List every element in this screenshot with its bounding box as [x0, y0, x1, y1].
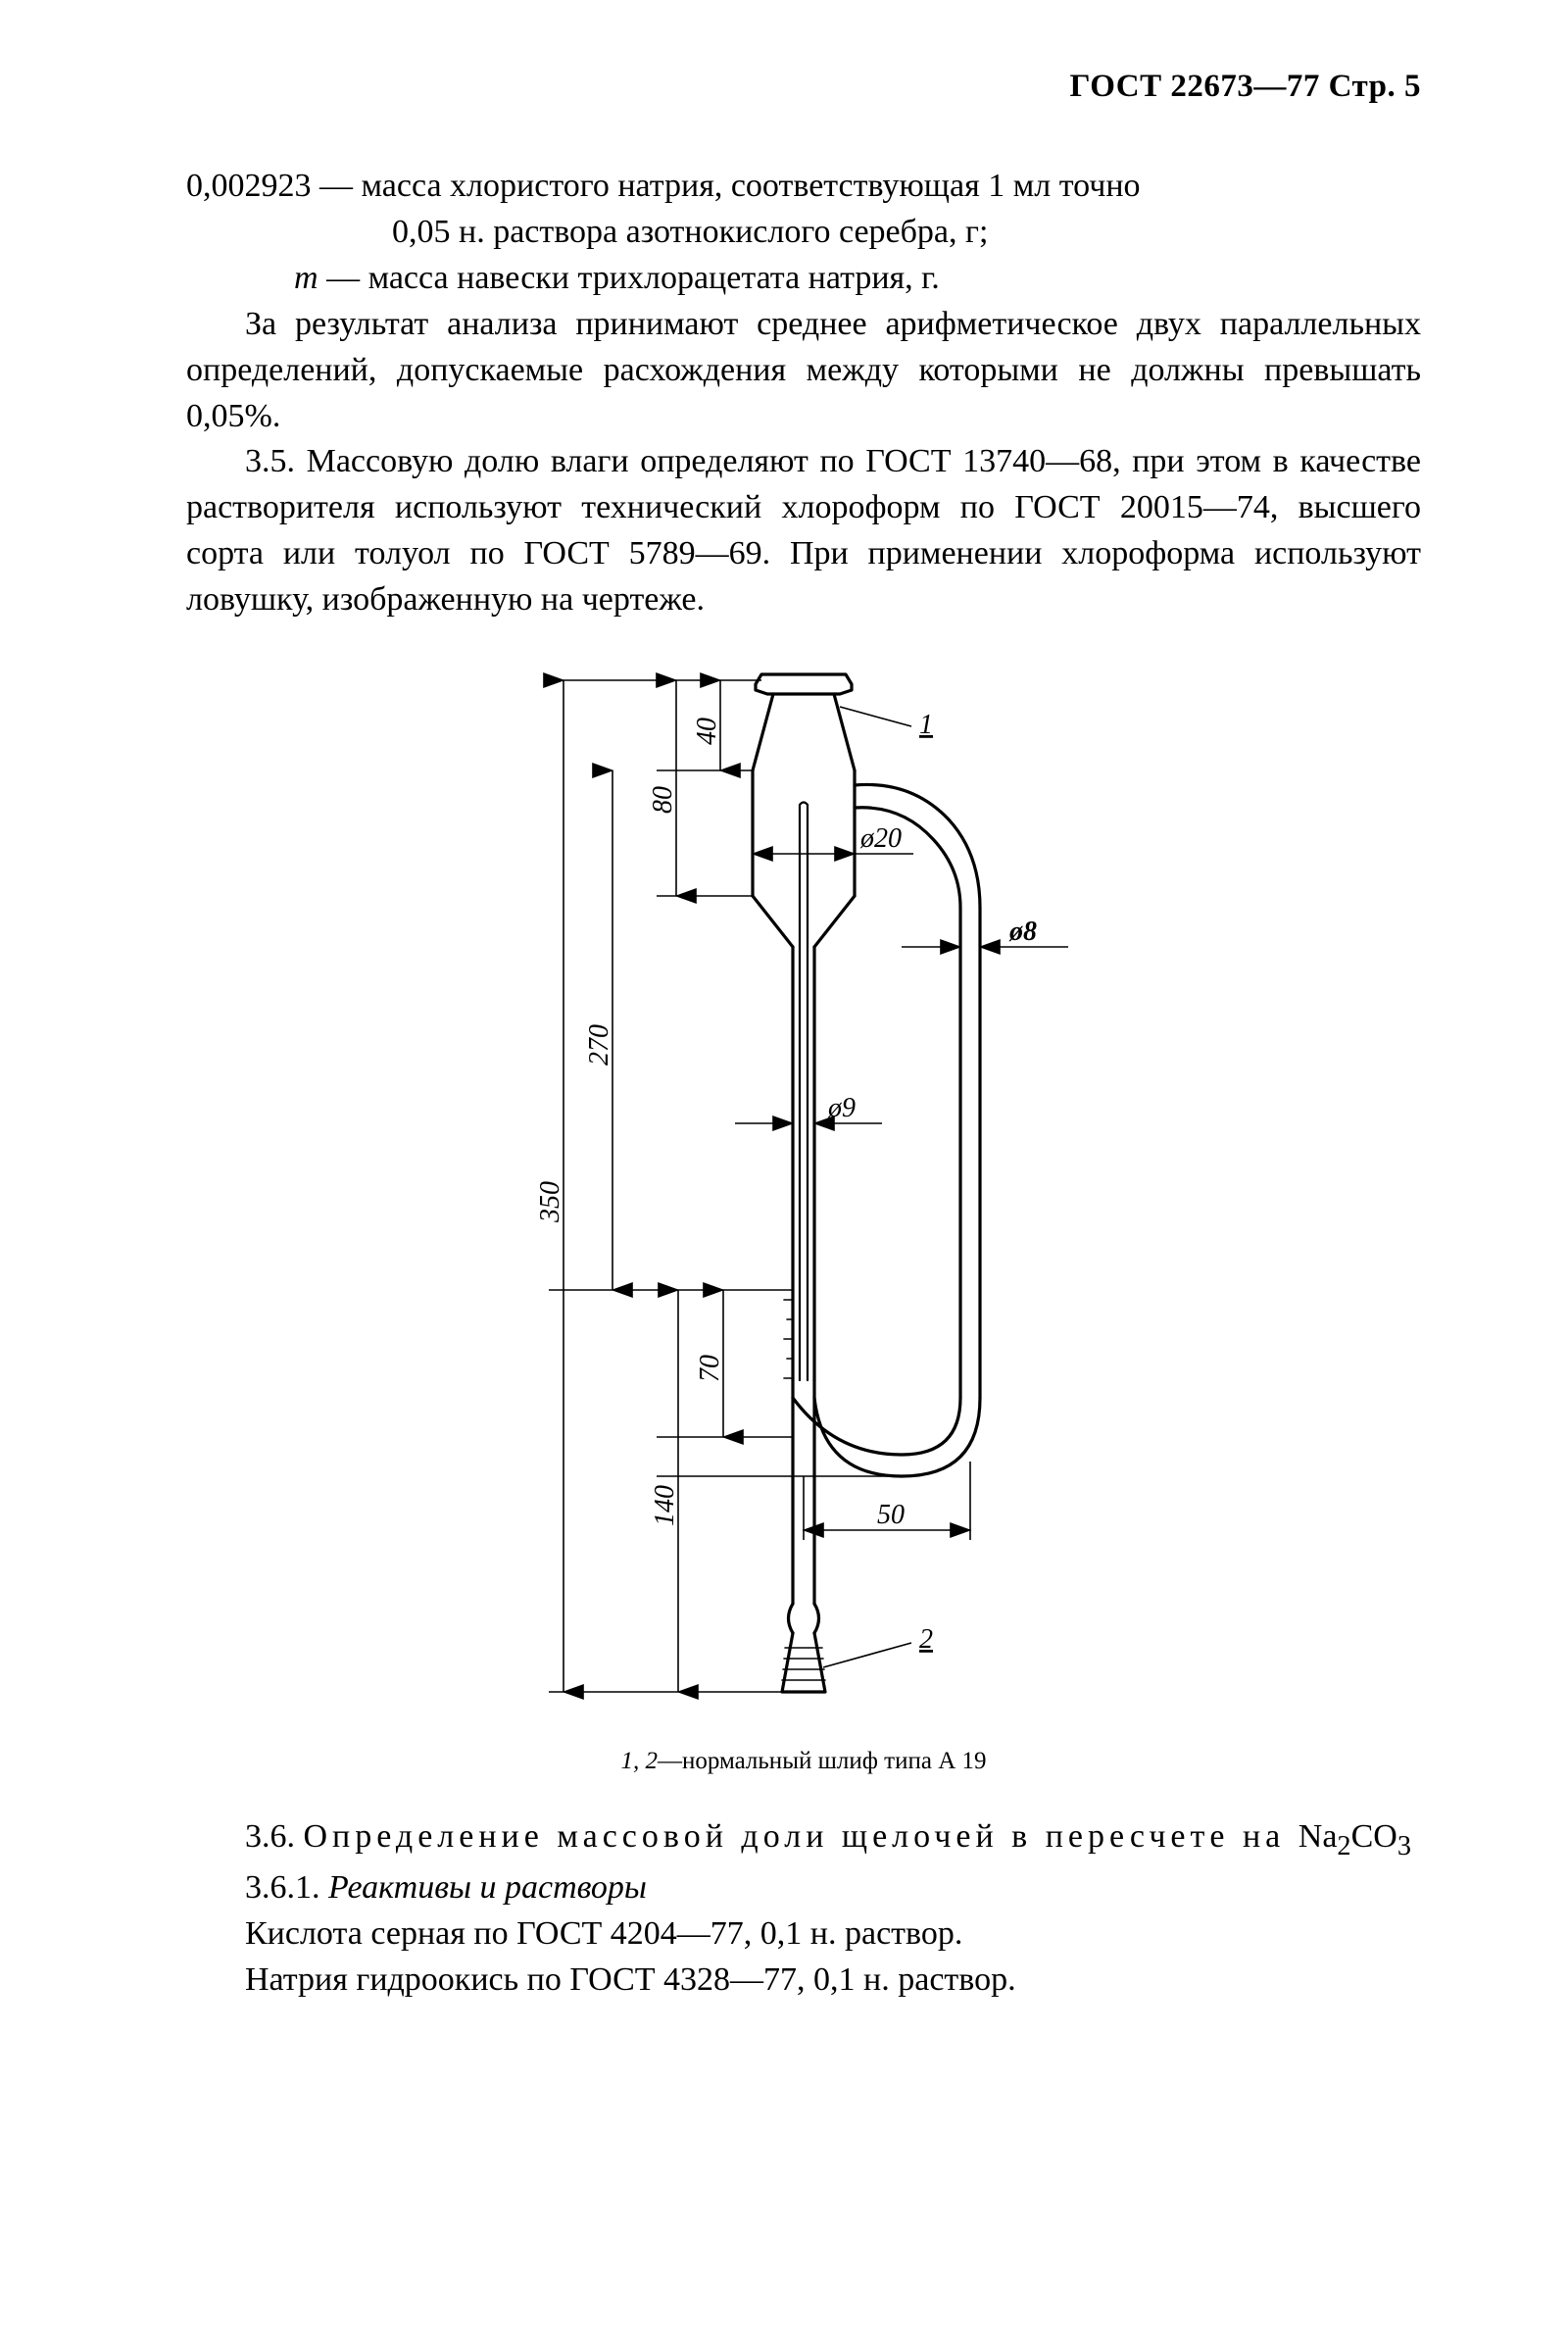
p36-co: CO: [1351, 1818, 1397, 1855]
dim-40: 40: [692, 718, 722, 745]
p36-sub3: 3: [1397, 1831, 1411, 1861]
def1-a: масса хлористого натрия, соответствующая…: [362, 168, 1141, 204]
dim-phi20: ø20: [859, 823, 902, 854]
dim-phi8: ø8: [1008, 917, 1037, 947]
dim-phi9: ø9: [827, 1093, 856, 1123]
dim-270: 270: [584, 1024, 614, 1066]
paragraph-result: За результат анализа принимают среднее а…: [186, 302, 1421, 440]
figure-caption: 1, 2—нормальный шлиф типа А 19: [490, 1748, 1117, 1775]
paragraph-3-6-1: 3.6.1. Реактивы и растворы: [186, 1865, 1421, 1911]
paragraph-acid: Кислота серная по ГОСТ 4204—77, 0,1 н. р…: [186, 1911, 1421, 1958]
dim-350: 350: [535, 1181, 565, 1223]
paragraph-3-6: 3.6. Определение массовой доли щелочей в…: [186, 1814, 1421, 1865]
definition-1-line1: 0,002923 — масса хлористого натрия, соот…: [186, 164, 1421, 210]
figure-block: 350 270 80 40 140 70 50 ø20 ø9 ø8 1 2 1,…: [490, 653, 1117, 1775]
dim-50: 50: [877, 1500, 905, 1530]
apparatus-diagram: 350 270 80 40 140 70 50 ø20 ø9 ø8 1 2: [490, 653, 1117, 1731]
p361-num: 3.6.1.: [245, 1869, 328, 1906]
dim-140: 140: [650, 1485, 680, 1526]
page-header: ГОСТ 22673—77 Стр. 5: [186, 69, 1421, 105]
ref-1: 1: [919, 710, 933, 740]
p36-sub2: 2: [1337, 1831, 1350, 1861]
ref-2: 2: [919, 1624, 933, 1655]
p36-num: 3.6.: [245, 1818, 304, 1855]
def1-lead: 0,002923 —: [186, 168, 353, 204]
def2-lead: m: [294, 260, 318, 296]
dim-70: 70: [695, 1355, 725, 1382]
caption-lead: 1, 2: [620, 1748, 658, 1774]
paragraph-3-5: 3.5. Массовую долю влаги определяют по Г…: [186, 439, 1421, 623]
caption-rest: —нормальный шлиф типа А 19: [658, 1748, 987, 1774]
p36-title: Определение массовой доли щелочей в пере…: [304, 1818, 1298, 1855]
p36-na: Na: [1298, 1818, 1338, 1855]
paragraph-naoh: Натрия гидроокись по ГОСТ 4328—77, 0,1 н…: [186, 1958, 1421, 2004]
p361-title: Реактивы и растворы: [328, 1869, 647, 1906]
definition-1-line2: 0,05 н. раствора азотнокислого серебра, …: [186, 210, 1421, 256]
def2-rest: — масса навески трихлорацетата натрия, г…: [318, 260, 940, 296]
definition-2: m — масса навески трихлорацетата натрия,…: [186, 256, 1421, 302]
body-text: 0,002923 — масса хлористого натрия, соот…: [186, 164, 1421, 623]
page: ГОСТ 22673—77 Стр. 5 0,002923 — масса хл…: [0, 0, 1568, 2331]
dim-80: 80: [648, 786, 678, 814]
body-text-2: 3.6. Определение массовой доли щелочей в…: [186, 1814, 1421, 2004]
